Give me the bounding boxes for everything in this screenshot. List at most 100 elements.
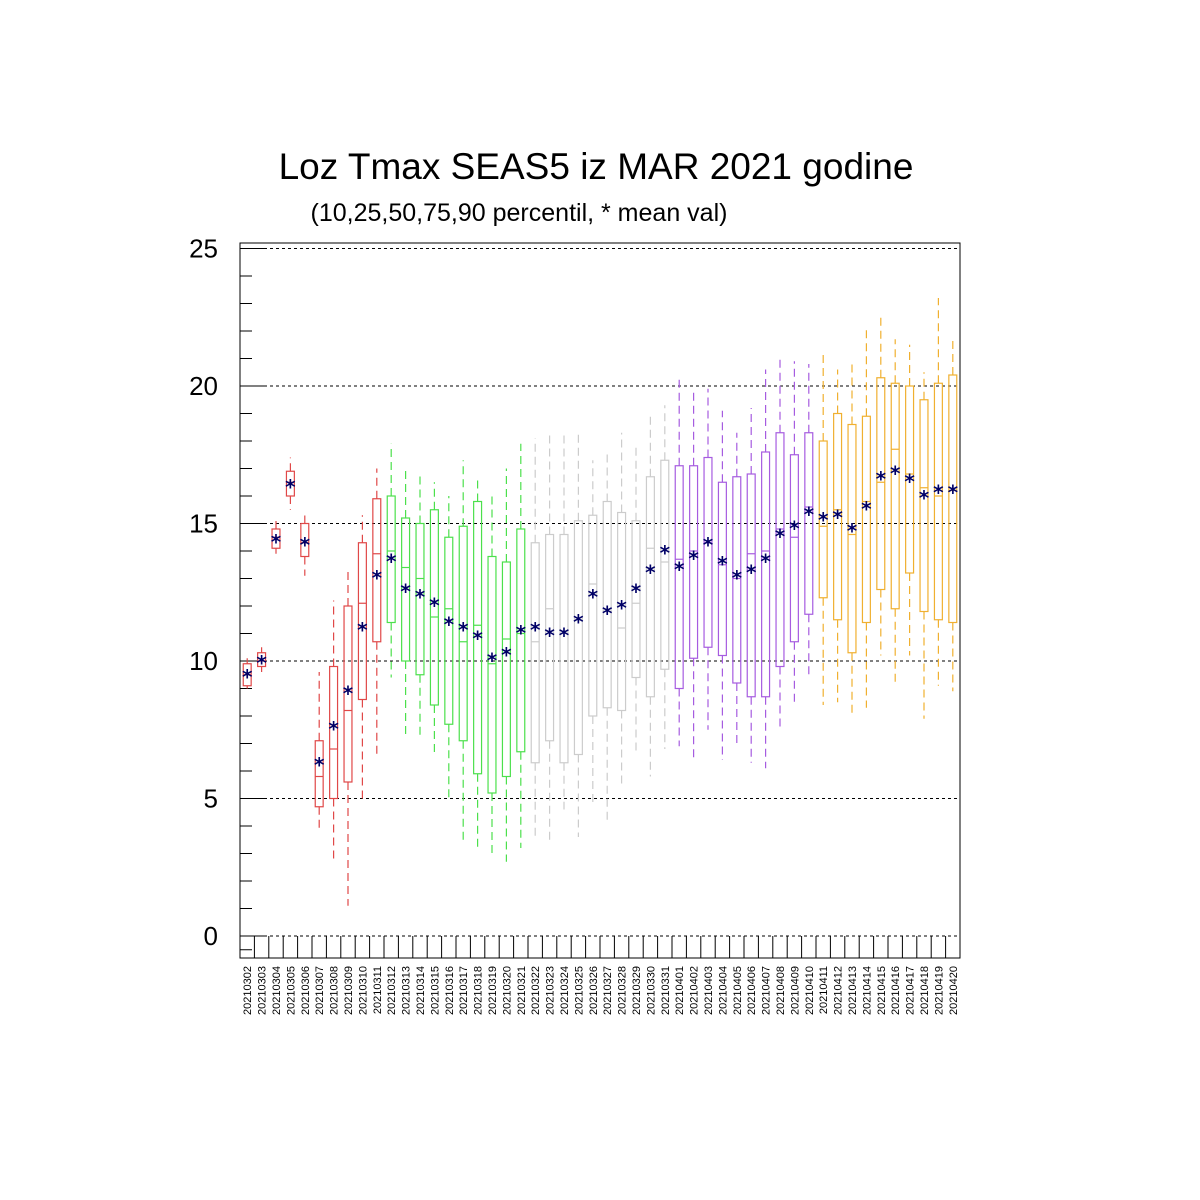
box-plot-20210317 bbox=[458, 460, 468, 843]
box-plot-20210416 bbox=[890, 339, 900, 686]
box-plot-20210313 bbox=[401, 468, 411, 738]
box-plot-20210408 bbox=[775, 358, 785, 727]
mean-marker: * bbox=[343, 681, 354, 705]
box-plot-20210306 bbox=[300, 515, 310, 576]
mean-marker: * bbox=[760, 549, 771, 573]
mean-marker: * bbox=[688, 547, 699, 571]
iqr-box bbox=[890, 382, 900, 610]
y-tick-label: 5 bbox=[204, 784, 218, 814]
mean-marker: * bbox=[789, 516, 800, 540]
mean-marker: * bbox=[444, 613, 455, 637]
box-plot-20210409 bbox=[789, 361, 799, 703]
y-tick-label: 10 bbox=[189, 646, 218, 676]
box-plot-20210331 bbox=[660, 405, 670, 749]
box-plot-20210326 bbox=[588, 460, 598, 804]
mean-marker: * bbox=[602, 602, 613, 626]
mean-marker: * bbox=[559, 624, 570, 648]
x-tick-label: 20210308 bbox=[329, 966, 341, 1015]
mean-marker: * bbox=[645, 560, 656, 584]
box-plot-20210325 bbox=[573, 430, 583, 837]
mean-marker: * bbox=[674, 558, 685, 582]
x-tick-label: 20210416 bbox=[890, 966, 902, 1015]
mean-marker: * bbox=[516, 621, 527, 645]
box-plot-20210412 bbox=[833, 369, 843, 703]
x-tick-label: 20210312 bbox=[386, 966, 398, 1015]
box-plot-20210321 bbox=[516, 443, 526, 848]
box-plot-20210420 bbox=[948, 336, 958, 692]
iqr-box bbox=[415, 522, 425, 676]
x-tick-label: 20210329 bbox=[631, 966, 643, 1015]
chart-title: Loz Tmax SEAS5 iz MAR 2021 godine bbox=[279, 146, 914, 187]
x-tick-label: 20210330 bbox=[645, 966, 657, 1015]
x-tick-label: 20210413 bbox=[847, 966, 859, 1015]
box-plot-20210415 bbox=[876, 317, 886, 656]
x-tick-label: 20210414 bbox=[861, 966, 873, 1015]
iqr-box bbox=[271, 528, 281, 549]
box-plot-20210405 bbox=[732, 432, 742, 744]
mean-marker: * bbox=[429, 593, 440, 617]
iqr-box bbox=[861, 415, 871, 624]
x-tick-label: 20210316 bbox=[444, 966, 456, 1015]
x-axis: 20210302 20210303 20210304 20210305 20210306… bbox=[239, 936, 961, 1015]
mean-marker: * bbox=[328, 717, 339, 741]
mean-marker: * bbox=[544, 624, 555, 648]
box-plot-20210419 bbox=[933, 298, 943, 686]
x-tick-label: 20210314 bbox=[415, 966, 427, 1015]
box-plots bbox=[242, 298, 958, 906]
box-plot-20210310 bbox=[357, 515, 367, 799]
mean-marker: * bbox=[933, 481, 944, 505]
iqr-box bbox=[401, 517, 411, 662]
iqr-box bbox=[703, 456, 713, 648]
iqr-box bbox=[429, 509, 439, 706]
x-tick-label: 20210419 bbox=[933, 966, 945, 1015]
iqr-box bbox=[257, 652, 267, 668]
mean-marker: * bbox=[717, 552, 728, 576]
box-plot-20210414 bbox=[861, 325, 871, 708]
box-plot-20210402 bbox=[689, 391, 699, 758]
x-tick-label: 20210401 bbox=[674, 966, 686, 1015]
x-tick-label: 20210324 bbox=[559, 966, 571, 1015]
y-axis: 0 5 10 15 20 25 bbox=[189, 234, 264, 951]
mean-marker: * bbox=[256, 651, 267, 675]
mean-marker: * bbox=[631, 580, 642, 604]
x-tick-label: 20210418 bbox=[919, 966, 931, 1015]
iqr-box bbox=[501, 561, 511, 778]
iqr-box bbox=[919, 399, 929, 613]
x-tick-label: 20210304 bbox=[271, 966, 283, 1015]
iqr-box bbox=[717, 481, 727, 657]
box-plot-20210307 bbox=[314, 672, 324, 832]
iqr-box bbox=[602, 500, 612, 709]
y-tick-label: 25 bbox=[189, 234, 218, 264]
iqr-box bbox=[357, 542, 367, 701]
x-tick-label: 20210323 bbox=[545, 966, 557, 1015]
iqr-box bbox=[746, 473, 756, 698]
x-tick-label: 20210327 bbox=[602, 966, 614, 1015]
x-tick-label: 20210319 bbox=[487, 966, 499, 1015]
box-plot-20210309 bbox=[343, 570, 353, 906]
mean-marker: * bbox=[890, 461, 901, 485]
mean-marker: * bbox=[919, 486, 930, 510]
iqr-box bbox=[314, 740, 324, 808]
iqr-box bbox=[444, 536, 454, 725]
iqr-box bbox=[631, 520, 641, 679]
iqr-box bbox=[329, 665, 339, 800]
mean-marker: * bbox=[530, 618, 541, 642]
mean-marker: * bbox=[818, 508, 829, 532]
box-plot-20210315 bbox=[429, 482, 439, 755]
box-plot-20210304 bbox=[271, 520, 281, 554]
iqr-box bbox=[559, 533, 569, 764]
mean-marker: * bbox=[573, 610, 584, 634]
iqr-box bbox=[386, 495, 396, 624]
mean-marker: * bbox=[832, 505, 843, 529]
x-tick-label: 20210325 bbox=[573, 966, 585, 1015]
x-tick-label: 20210417 bbox=[905, 966, 917, 1015]
mean-marker: * bbox=[386, 549, 397, 573]
iqr-box bbox=[948, 374, 958, 624]
x-tick-label: 20210402 bbox=[689, 966, 701, 1015]
box-plot-20210403 bbox=[703, 388, 713, 730]
chart-subtitle: (10,25,50,75,90 percentil, * mean val) bbox=[311, 199, 728, 227]
x-tick-label: 20210309 bbox=[343, 966, 355, 1015]
mean-markers: ************ * ** * ** ** * * **** ***** **** * ** **… bbox=[242, 461, 959, 777]
iqr-box bbox=[660, 459, 670, 670]
